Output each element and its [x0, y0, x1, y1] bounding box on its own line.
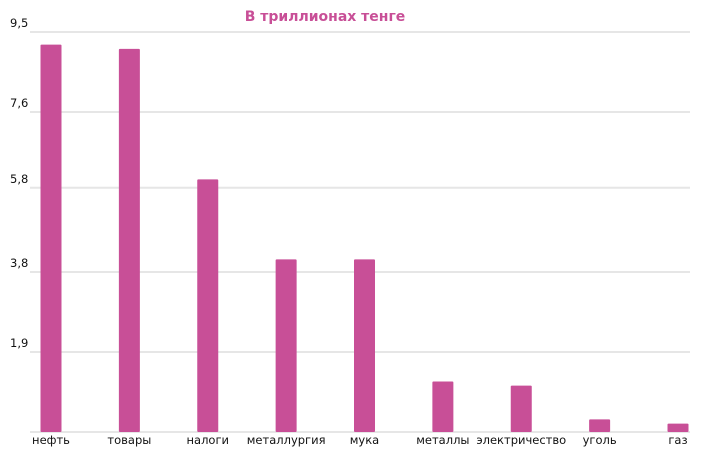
bar-товары	[118, 48, 140, 433]
bar-уголь	[589, 419, 611, 432]
y-tick-label: 5,8	[10, 172, 28, 186]
y-axis-ticks: 1,9 3,8 5,8 7,6 9,5	[10, 16, 28, 350]
bar-налоги	[197, 179, 219, 432]
y-tick-label: 3,8	[10, 256, 28, 270]
y-tick-label: 9,5	[10, 16, 28, 30]
bar-электричество	[510, 385, 532, 432]
x-tick-label: металлургия	[247, 433, 326, 447]
bar-мука	[354, 259, 375, 432]
bar-металлургия	[275, 259, 297, 432]
x-tick-label: мука	[350, 433, 379, 447]
x-tick-label: нефть	[32, 433, 70, 447]
x-tick-label: налоги	[187, 433, 229, 447]
y-tick-label: 1,9	[10, 336, 28, 350]
x-tick-label: уголь	[583, 433, 617, 447]
x-tick-label: металлы	[416, 433, 469, 447]
y-tick-label: 7,6	[10, 96, 28, 110]
bar-металлы	[432, 381, 454, 432]
chart-title: В триллионах тенге	[245, 9, 406, 25]
x-tick-label: электричество	[476, 433, 566, 447]
bars	[40, 44, 689, 433]
x-tick-label: товары	[107, 433, 151, 447]
bar-газ	[667, 423, 689, 432]
bar-нефть	[40, 44, 62, 432]
x-axis-ticks: нефть товары налоги металлургия мука металлы э…	[32, 433, 688, 447]
x-tick-label: газ	[668, 433, 687, 447]
